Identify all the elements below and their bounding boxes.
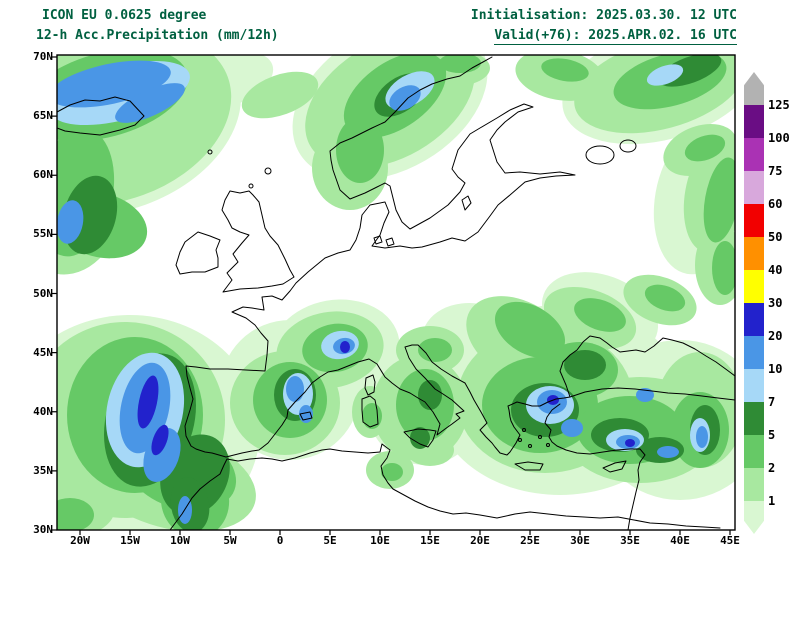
legend-value-label: 75 xyxy=(768,164,783,178)
coastline-turkey-north xyxy=(569,387,735,401)
lake-ladoga xyxy=(585,145,615,165)
coastline-north-africa xyxy=(169,443,721,530)
coastline-atlantic-baltic-scandinavia xyxy=(184,56,576,458)
coastline-mallorca xyxy=(299,411,313,421)
lon-label: 20W xyxy=(70,534,90,547)
coastline-cyprus xyxy=(602,460,627,473)
coastline-danish-isles xyxy=(373,235,395,247)
lat-label: 45N xyxy=(33,345,53,359)
legend-value-label: 125 xyxy=(768,98,790,112)
legend-color-segment xyxy=(744,204,764,237)
lon-label: 30E xyxy=(570,534,590,547)
legend-value-label: 50 xyxy=(768,230,783,244)
island-faroe xyxy=(207,149,213,155)
legend-value-label: 60 xyxy=(768,197,783,211)
lat-label: 40N xyxy=(33,404,53,418)
legend-color-segment xyxy=(744,468,764,501)
valid-time: Valid(+76): 2025.APR.02. 16 UTC xyxy=(494,28,737,45)
product-title: 12-h Acc.Precipitation (mm/12h) xyxy=(36,28,279,43)
lat-label: 70N xyxy=(33,50,53,63)
lake-onega xyxy=(619,139,637,153)
lat-label: 65N xyxy=(33,109,53,123)
legend-color-segment xyxy=(744,336,764,369)
legend-value-label: 40 xyxy=(768,263,783,277)
lon-label: 20E xyxy=(470,534,490,547)
lon-label: 15E xyxy=(420,534,440,547)
lon-label: 5E xyxy=(323,534,337,547)
lon-label: 10E xyxy=(370,534,390,547)
legend-value-label: 30 xyxy=(768,296,783,310)
coastline-black-sea xyxy=(559,335,735,398)
island-aegean-1 xyxy=(518,438,522,442)
legend-color-segment xyxy=(744,171,764,204)
legend-color-segment xyxy=(744,138,764,171)
lat-label: 30N xyxy=(33,523,53,536)
legend-color-segment xyxy=(744,237,764,270)
legend-value-label: 20 xyxy=(768,329,783,343)
coastline-gotland xyxy=(461,195,472,211)
legend-color-segment xyxy=(744,402,764,435)
legend-value-label: 2 xyxy=(768,461,776,475)
lon-label: 10W xyxy=(170,534,190,547)
coastline-iceland xyxy=(57,96,145,136)
island-aegean-5 xyxy=(522,428,526,432)
coastline-ireland xyxy=(175,231,221,275)
legend-color-segment xyxy=(744,105,764,138)
island-aegean-2 xyxy=(528,444,532,448)
island-aegean-4 xyxy=(546,443,550,447)
lon-label: 5W xyxy=(223,534,237,547)
lon-label: 45E xyxy=(720,534,740,547)
coastline-sardinia xyxy=(361,395,379,428)
lon-label: 15W xyxy=(120,534,140,547)
legend-color-segment xyxy=(744,435,764,468)
lon-label: 0 xyxy=(276,534,284,547)
coastline-sicily xyxy=(403,428,437,448)
legend-value-label: 1 xyxy=(768,494,776,508)
island-shetland xyxy=(264,167,272,175)
map-frame xyxy=(56,54,736,531)
island-aegean-3 xyxy=(538,435,542,439)
axis-ticks xyxy=(52,56,731,535)
legend-value-label: 7 xyxy=(768,395,776,409)
lat-label: 50N xyxy=(33,286,53,300)
coastline-turkey-aegean-levant xyxy=(544,403,646,530)
legend-color-segment xyxy=(744,72,764,105)
initialisation-time: Initialisation: 2025.03.30. 12 UTC xyxy=(470,8,737,23)
lon-label: 25E xyxy=(520,534,540,547)
coastline-corsica xyxy=(364,374,376,396)
lat-label: 35N xyxy=(33,463,53,477)
legend-color-segment xyxy=(744,501,764,534)
legend-color-segment xyxy=(744,270,764,303)
legend-color-segment xyxy=(744,369,764,402)
legend-value-label: 5 xyxy=(768,428,776,442)
legend-value-label: 10 xyxy=(768,362,783,376)
coastline-mediterranean-north xyxy=(225,344,571,458)
legend-value-label: 100 xyxy=(768,131,790,145)
precipitation-legend xyxy=(744,0,764,618)
legend-color-segment xyxy=(744,303,764,336)
lon-label: 35E xyxy=(620,534,640,547)
coastline-great-britain xyxy=(221,190,295,293)
lat-label: 60N xyxy=(33,168,53,182)
model-title: ICON EU 0.0625 degree xyxy=(42,8,207,23)
island-orkney xyxy=(248,183,254,189)
coastline-crete xyxy=(514,461,544,471)
lat-label: 55N xyxy=(33,227,53,241)
lon-label: 40E xyxy=(670,534,690,547)
